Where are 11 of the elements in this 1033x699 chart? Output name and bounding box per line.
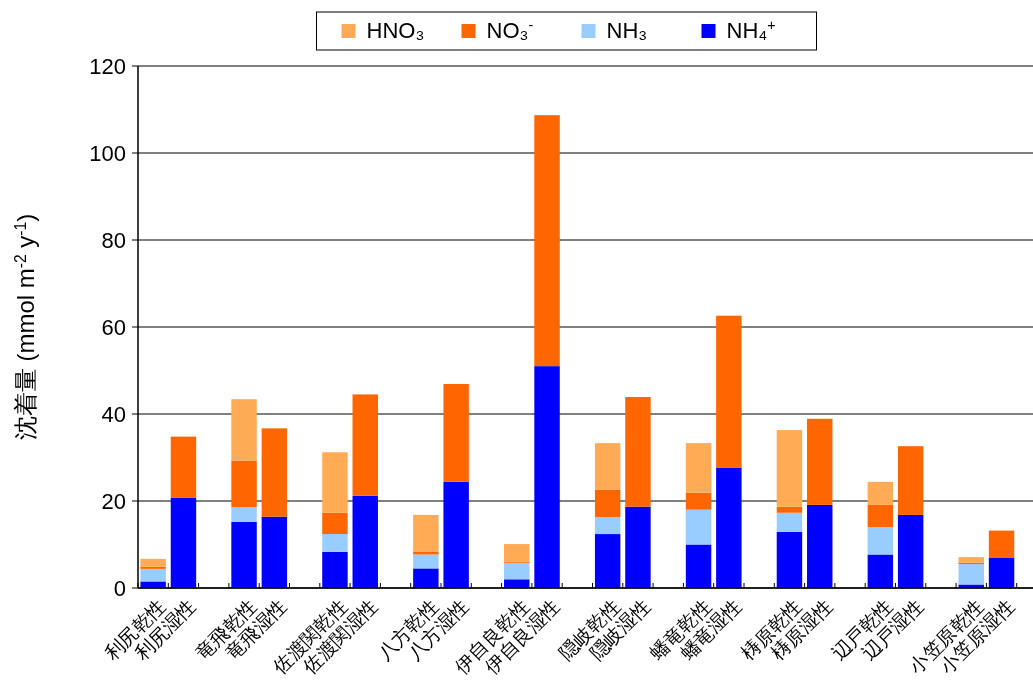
y-tick-label: 20 <box>101 488 126 514</box>
legend-label: HNO₃ <box>366 18 425 43</box>
legend-label: NH₄$^{+}$ <box>726 17 776 43</box>
legend-label: NO₃$^{-}$ <box>486 17 534 43</box>
y-tick-label: 100 <box>89 140 126 166</box>
y-tick-label: 0 <box>113 575 126 601</box>
legend-label: NH₃ <box>606 18 648 43</box>
y-tick-label: 60 <box>101 314 126 340</box>
y-tick-label: 120 <box>89 53 126 79</box>
y-tick-label: 40 <box>101 401 126 427</box>
y-tick-label: 80 <box>101 227 126 253</box>
